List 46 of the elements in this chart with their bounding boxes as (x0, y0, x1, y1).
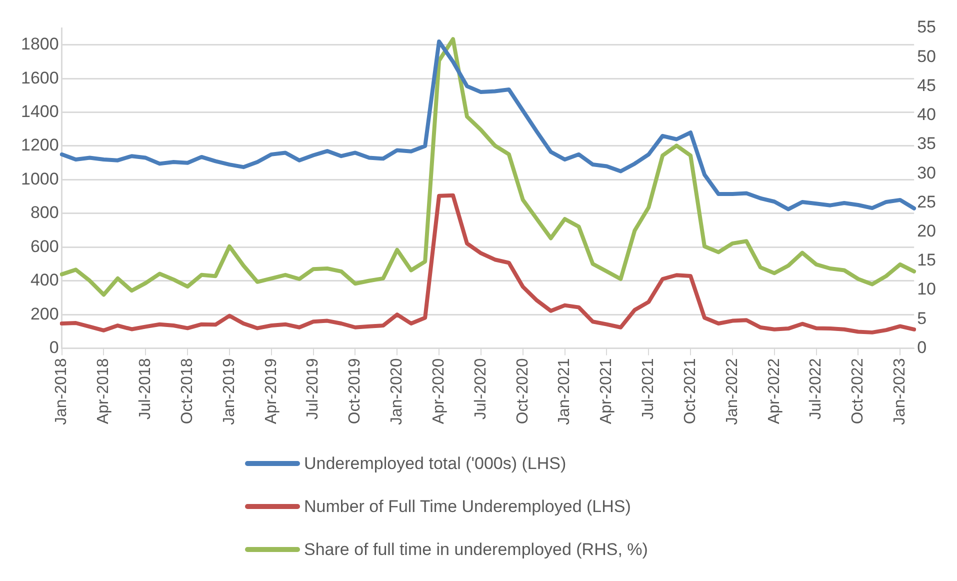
x-tick-label: Oct-2022 (850, 358, 867, 424)
y-tick-label: 1800 (20, 34, 59, 54)
x-tick-label: Oct-2021 (682, 358, 699, 424)
x-tick-label: Oct-2019 (346, 358, 364, 424)
y-tick-label: 1600 (20, 68, 59, 88)
x-tick-label: Apr-2019 (262, 358, 280, 424)
x-tick-label: Oct-2020 (514, 358, 532, 424)
x-tick-label: Jan-2018 (53, 358, 70, 425)
legend-label: Share of full time in underemployed (RHS, %) (304, 540, 648, 560)
x-tick-label: Jul-2022 (808, 358, 825, 420)
y2-tick-label: 10 (917, 280, 936, 299)
x-tick-label: Apr-2020 (430, 358, 448, 424)
x-tick-label: Jan-2020 (388, 358, 406, 425)
y2-tick-label: 30 (917, 163, 936, 182)
y2-tick-label: 45 (917, 76, 936, 95)
x-tick-label: Jul-2020 (472, 358, 490, 420)
x-tick-label: Jan-2021 (556, 358, 574, 425)
x-tick-label: Jan-2019 (220, 358, 238, 425)
x-tick-label: Jul-2021 (640, 358, 658, 420)
x-tick-label: Apr-2022 (766, 358, 783, 424)
y2-tick-label: 40 (917, 105, 936, 124)
y-tick-label: 0 (49, 338, 59, 357)
y-tick-label: 800 (30, 203, 59, 222)
legend-label: Underemployed total ('000s) (LHS) (304, 454, 566, 474)
x-tick-label: Jan-2022 (724, 358, 741, 425)
y2-tick-label: 50 (917, 46, 936, 66)
x-tick-label: Apr-2021 (598, 358, 616, 424)
y2-tick-label: 0 (917, 338, 927, 357)
x-tick-label: Jan-2023 (892, 358, 909, 425)
y2-tick-label: 20 (917, 222, 936, 241)
y-tick-label: 200 (30, 304, 59, 324)
x-tick-label: Oct-2018 (178, 358, 196, 424)
y-tick-label: 600 (30, 236, 59, 256)
x-tick-label: Jul-2019 (304, 358, 322, 420)
y2-tick-label: 35 (917, 134, 936, 154)
y-tick-label: 1200 (20, 136, 59, 155)
x-tick-label: Apr-2018 (95, 358, 112, 424)
y2-tick-label: 5 (917, 308, 927, 328)
x-tick-label: Jul-2018 (137, 358, 154, 420)
y2-tick-label: 15 (917, 250, 936, 270)
legend-label: Number of Full Time Underemployed (LHS) (304, 496, 631, 516)
y-tick-label: 400 (30, 270, 59, 290)
y2-tick-label: 55 (917, 18, 936, 37)
y-tick-label: 1400 (20, 102, 59, 121)
y-tick-label: 1000 (20, 169, 59, 188)
y2-tick-label: 25 (917, 192, 936, 212)
